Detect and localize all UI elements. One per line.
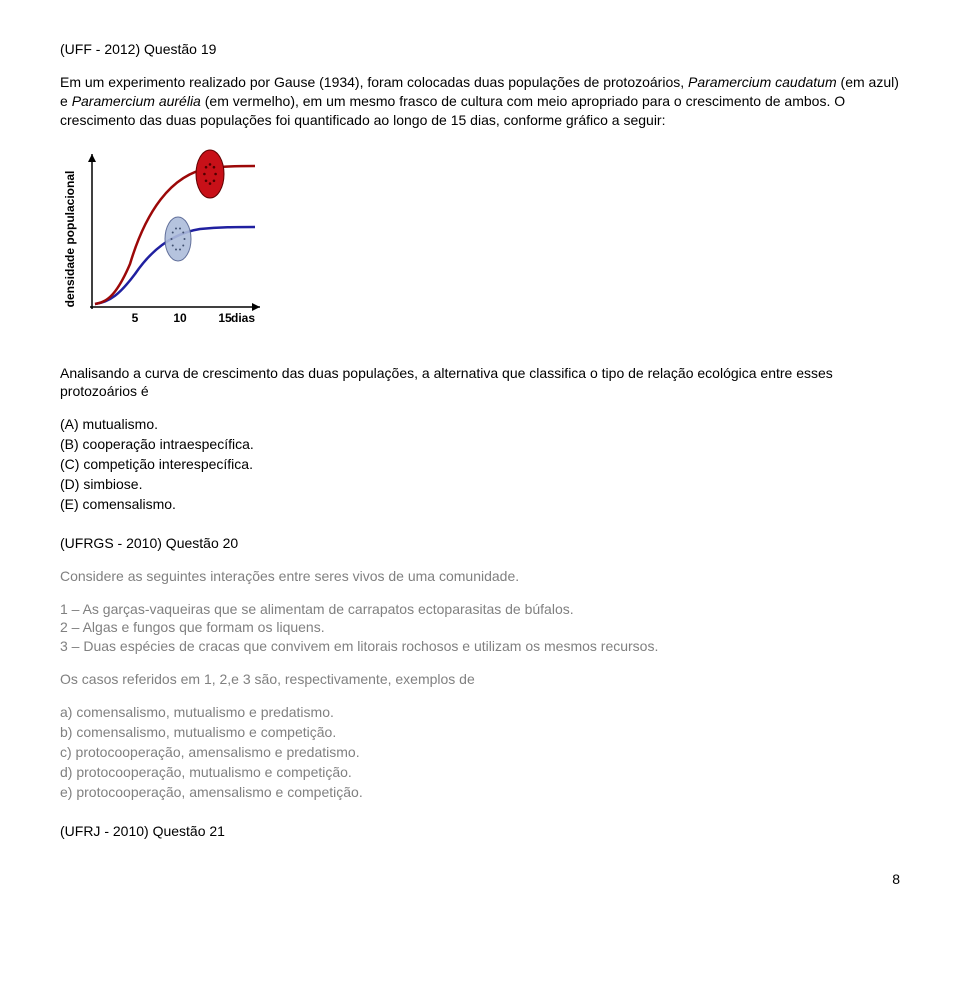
q19-species-1: Paramercium caudatum — [688, 74, 837, 90]
q19-option-e: (E) comensalismo. — [60, 495, 900, 514]
q20-items: 1 – As garças-vaqueiras que se alimentam… — [60, 600, 900, 657]
q19-option-b: (B) cooperação intraespecífica. — [60, 435, 900, 454]
svg-text:15: 15 — [218, 311, 232, 325]
q20-option-e: e) protocooperação, amensalismo e compet… — [60, 783, 900, 802]
q20-item-3: 3 – Duas espécies de cracas que convivem… — [60, 637, 900, 656]
q20-option-b: b) comensalismo, mutualismo e competição… — [60, 723, 900, 742]
q20-header: (UFRGS - 2010) Questão 20 — [60, 534, 900, 553]
q21-header: (UFRJ - 2010) Questão 21 — [60, 822, 900, 841]
svg-text:5: 5 — [132, 311, 139, 325]
q19-option-a: (A) mutualismo. — [60, 415, 900, 434]
page-number: 8 — [60, 870, 900, 889]
q19-paragraph-1: Em um experimento realizado por Gause (1… — [60, 73, 900, 130]
q20-option-c: c) protocooperação, amensalismo e predat… — [60, 743, 900, 762]
q19-paragraph-2: Analisando a curva de crescimento das du… — [60, 364, 900, 402]
q20-item-2: 2 – Algas e fungos que formam os liquens… — [60, 618, 900, 637]
q20-intro: Considere as seguintes interações entre … — [60, 567, 900, 586]
q20-option-d: d) protocooperação, mutualismo e competi… — [60, 763, 900, 782]
q20-prompt: Os casos referidos em 1, 2,e 3 são, resp… — [60, 670, 900, 689]
q19-p1-pre: Em um experimento realizado por Gause (1… — [60, 74, 688, 90]
q20-options: a) comensalismo, mutualismo e predatismo… — [60, 703, 900, 801]
q20-item-1: 1 – As garças-vaqueiras que se alimentam… — [60, 600, 900, 619]
q19-option-d: (D) simbiose. — [60, 475, 900, 494]
q19-header: (UFF - 2012) Questão 19 — [60, 40, 900, 59]
svg-text:densidade populacional: densidade populacional — [63, 170, 77, 307]
q19-species-2: Paramercium aurélia — [72, 93, 201, 109]
growth-chart: densidade populacional 5 10 15dias — [60, 144, 900, 334]
svg-text:10: 10 — [173, 311, 187, 325]
q19-options: (A) mutualismo. (B) cooperação intraespe… — [60, 415, 900, 513]
q19-option-c: (C) competição interespecífica. — [60, 455, 900, 474]
svg-text:dias: dias — [231, 311, 255, 325]
q20-option-a: a) comensalismo, mutualismo e predatismo… — [60, 703, 900, 722]
